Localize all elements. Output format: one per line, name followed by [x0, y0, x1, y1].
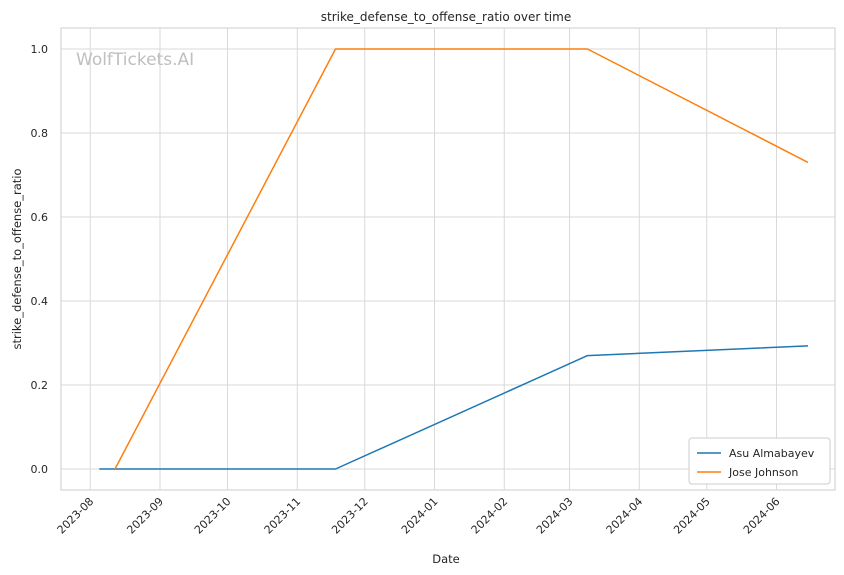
x-tick-label: 2023-11 [262, 495, 304, 537]
legend-label: Asu Almabayev [729, 447, 815, 460]
y-axis-label: strike_defense_to_offense_ratio [10, 168, 24, 349]
y-tick-label: 0.6 [31, 211, 49, 224]
x-tick-label: 2024-01 [399, 495, 441, 537]
x-tick-label: 2023-12 [329, 495, 371, 537]
x-tick-label: 2023-10 [192, 495, 234, 537]
plot-area [60, 27, 836, 491]
y-tick-label: 0.8 [31, 127, 49, 140]
x-tick-label: 2024-03 [534, 495, 576, 537]
watermark: WolfTickets.AI [76, 50, 194, 70]
chart-title: strike_defense_to_offense_ratio over tim… [321, 10, 571, 24]
legend-label: Jose Johnson [728, 466, 798, 479]
y-tick-label: 1.0 [31, 43, 49, 56]
x-axis-label: Date [432, 552, 460, 566]
series-line [114, 48, 809, 470]
legend-box [688, 437, 831, 485]
y-tick-label: 0.2 [31, 379, 49, 392]
x-tick-label: 2023-08 [55, 495, 97, 537]
x-tick-label: 2024-05 [671, 495, 713, 537]
x-tick-label: 2024-06 [741, 495, 783, 537]
x-tick-label: 2023-09 [124, 495, 166, 537]
x-axis-ticks: 2023-08 2023-09 2023-10 2023-11 2023-12 2024-… [55, 495, 783, 537]
y-tick-label: 0.4 [31, 295, 49, 308]
y-tick-label: 0.0 [31, 463, 49, 476]
y-axis-ticks: 0.0 0.2 0.4 0.6 0.8 1.0 [31, 43, 49, 476]
series-line [99, 345, 809, 470]
x-tick-label: 2024-02 [469, 495, 511, 537]
series-lines [99, 48, 809, 470]
legend: Asu Almabayev Jose Johnson [688, 437, 831, 485]
legend-entries: Asu Almabayev Jose Johnson [697, 447, 815, 479]
x-tick-label: 2024-04 [604, 495, 646, 537]
